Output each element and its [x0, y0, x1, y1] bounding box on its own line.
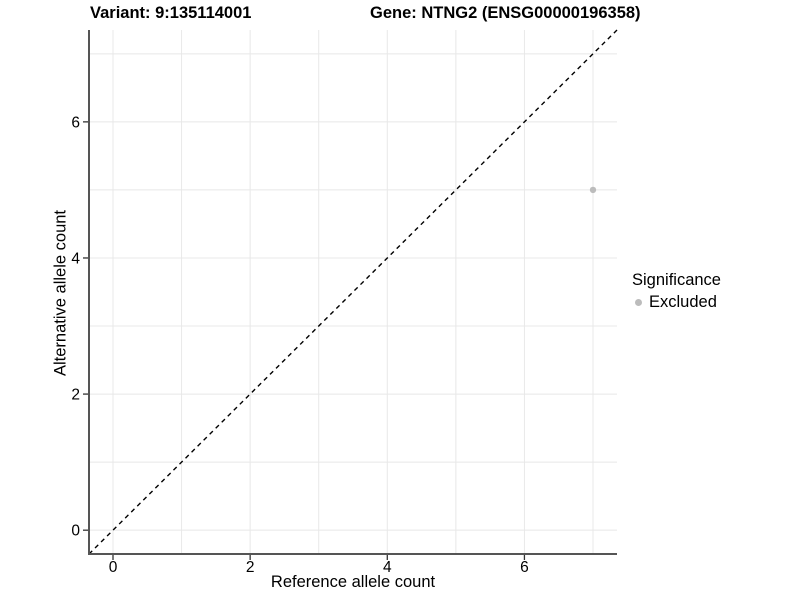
- plot-title-gene: Gene: NTNG2 (ENSG00000196358): [370, 4, 641, 22]
- y-tick-label: 0: [71, 523, 80, 540]
- legend-item-excluded: Excluded: [630, 293, 721, 312]
- data-point: [589, 186, 597, 194]
- y-tick-label: 6: [71, 114, 80, 131]
- x-axis-title: Reference allele count: [270, 573, 436, 591]
- y-axis-title: Alternative allele count: [51, 209, 70, 377]
- x-tick-label: 6: [520, 559, 529, 576]
- x-tick-label: 2: [246, 559, 255, 576]
- x-tick-label: 0: [109, 559, 118, 576]
- x-tick-label: 4: [383, 559, 392, 576]
- legend: Significance Excluded: [630, 271, 721, 312]
- y-tick-label: 4: [71, 250, 80, 267]
- legend-point-icon: [635, 299, 642, 306]
- legend-item-label: Excluded: [649, 293, 717, 311]
- identity-line: [88, 29, 618, 555]
- y-tick-label: 2: [71, 387, 80, 404]
- plot-title-variant: Variant: 9:135114001: [90, 4, 252, 22]
- legend-title: Significance: [632, 271, 721, 289]
